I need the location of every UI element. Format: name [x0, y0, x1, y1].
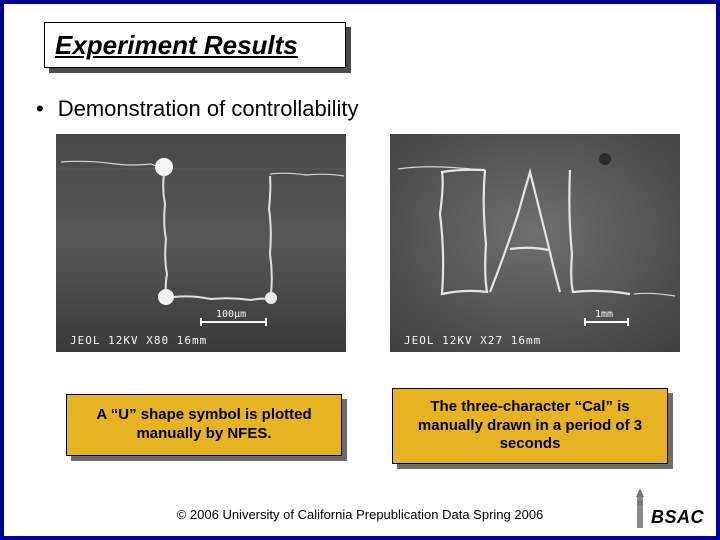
caption-left-text: A “U” shape symbol is plotted manually b… — [77, 406, 331, 444]
slide-title: Experiment Results — [55, 30, 298, 61]
svg-text:JEOL 12KV X80 16mm: JEOL 12KV X80 16mm — [70, 334, 207, 347]
bsac-logo: BSAC — [633, 488, 704, 528]
campanile-icon — [633, 488, 647, 528]
bullet-item: • Demonstration of controllability — [36, 96, 359, 122]
caption-right-box: The three-character “Cal” is manually dr… — [392, 388, 668, 464]
svg-text:JEOL 12KV X27 16mm: JEOL 12KV X27 16mm — [404, 334, 541, 347]
slide-title-box: Experiment Results — [44, 22, 346, 68]
caption-right-text: The three-character “Cal” is manually dr… — [403, 398, 657, 454]
svg-text:1mm: 1mm — [595, 309, 613, 320]
svg-text:100µm: 100µm — [216, 309, 246, 320]
caption-left-box: A “U” shape symbol is plotted manually b… — [66, 394, 342, 456]
logo-text: BSAC — [651, 507, 704, 528]
footer-text: © 2006 University of California Prepubli… — [4, 507, 716, 522]
caption-face: The three-character “Cal” is manually dr… — [392, 388, 668, 464]
bullet-dot: • — [36, 96, 44, 121]
sem-u-shape-icon: 100µm JEOL 12KV X80 16mm — [56, 134, 346, 352]
sem-image-right: 1mm JEOL 12KV X27 16mm — [390, 134, 680, 352]
caption-face: A “U” shape symbol is plotted manually b… — [66, 394, 342, 456]
sem-image-left: 100µm JEOL 12KV X80 16mm — [56, 134, 346, 352]
sem-cal-shape-icon: 1mm JEOL 12KV X27 16mm — [390, 134, 680, 352]
title-face: Experiment Results — [44, 22, 346, 68]
images-row: 100µm JEOL 12KV X80 16mm 1mm J — [56, 134, 680, 352]
bullet-text: Demonstration of controllability — [58, 96, 359, 121]
